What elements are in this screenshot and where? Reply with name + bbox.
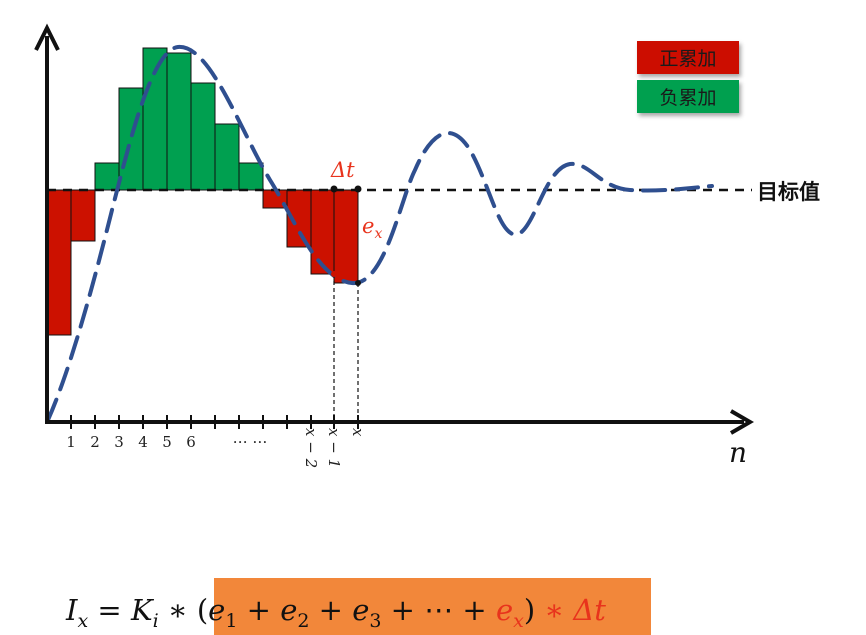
tick-label-6: 6 — [186, 433, 196, 451]
error-bar-6 — [166, 52, 192, 191]
error-bar-1 — [46, 189, 72, 336]
x-ticks — [70, 415, 359, 429]
x-tick-labels: 1 2 3 4 5 6 … … x − 2 x − 1 x — [66, 428, 367, 468]
y-axis-arrow — [34, 23, 60, 51]
error-bars — [46, 47, 359, 336]
legend: 正累加 负累加 — [637, 41, 739, 113]
error-dot-left — [331, 271, 337, 277]
axes — [34, 23, 754, 435]
delta-t-dot-left — [330, 185, 338, 193]
tick-label-3: 3 — [114, 433, 124, 451]
formula-highlight — [214, 578, 651, 635]
error-bar-7 — [190, 82, 216, 191]
tick-label-x-minus-2: x − 2 — [302, 428, 320, 468]
error-dot-right — [355, 280, 361, 286]
x-axis-label: n — [729, 436, 747, 469]
error-bar-9 — [238, 162, 264, 191]
tick-label-5: 5 — [162, 433, 172, 451]
error-bar-8 — [214, 123, 240, 191]
legend-positive-swatch — [637, 41, 739, 74]
tick-label-1: 1 — [66, 433, 76, 451]
tick-label-x: x — [349, 428, 367, 437]
error-bar-4 — [118, 87, 144, 191]
error-bar-3 — [94, 162, 120, 191]
delta-t-dot-right — [354, 185, 362, 193]
error-bar-2 — [70, 189, 96, 242]
x-axis-arrow — [729, 409, 754, 435]
legend-positive-label: 正累加 — [659, 48, 716, 70]
legend-negative-swatch — [637, 80, 739, 113]
tick-label-x-minus-1: x − 1 — [325, 428, 343, 468]
tick-label-ellipsis: … … — [233, 429, 268, 447]
legend-negative-label: 负累加 — [659, 87, 716, 109]
tick-label-4: 4 — [138, 433, 148, 451]
delta-t-label: Δt — [330, 158, 355, 182]
error-bar-13 — [333, 189, 359, 284]
target-label: 目标值 — [757, 180, 820, 204]
response-curve — [46, 44, 714, 422]
error-bar-12 — [310, 189, 335, 275]
error-label: ex — [362, 214, 382, 242]
tick-label-2: 2 — [90, 433, 100, 451]
integral-formula: Ix = Ki ∗ (e1 + e2 + e3 + ⋯ + ex) ∗ Δt — [65, 593, 606, 632]
